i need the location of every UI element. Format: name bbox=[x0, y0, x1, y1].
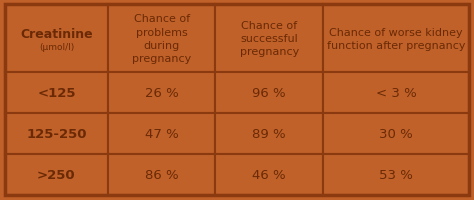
Text: 30 %: 30 % bbox=[379, 128, 413, 141]
Bar bbox=[216, 154, 323, 195]
Text: 53 %: 53 % bbox=[379, 168, 413, 181]
Text: Chance of
problems
during
pregnancy: Chance of problems during pregnancy bbox=[132, 14, 191, 64]
Text: Chance of
successful
pregnancy: Chance of successful pregnancy bbox=[240, 21, 299, 57]
Text: 86 %: 86 % bbox=[145, 168, 178, 181]
Bar bbox=[5, 5, 108, 73]
Bar bbox=[323, 154, 469, 195]
Bar bbox=[108, 114, 216, 154]
Bar bbox=[5, 114, 108, 154]
Text: < 3 %: < 3 % bbox=[376, 87, 417, 100]
Text: 125-250: 125-250 bbox=[26, 128, 87, 141]
Bar bbox=[323, 73, 469, 114]
Text: 26 %: 26 % bbox=[145, 87, 179, 100]
Text: Creatinine: Creatinine bbox=[20, 28, 93, 41]
Bar bbox=[323, 5, 469, 73]
Text: Chance of worse kidney
function after pregnancy: Chance of worse kidney function after pr… bbox=[327, 27, 465, 51]
Text: 96 %: 96 % bbox=[253, 87, 286, 100]
Bar bbox=[5, 154, 108, 195]
Bar bbox=[108, 5, 216, 73]
Bar bbox=[5, 73, 108, 114]
Text: 46 %: 46 % bbox=[253, 168, 286, 181]
Bar bbox=[216, 114, 323, 154]
Bar bbox=[216, 5, 323, 73]
Bar bbox=[108, 73, 216, 114]
Text: <125: <125 bbox=[37, 87, 76, 100]
Bar bbox=[323, 114, 469, 154]
Text: >250: >250 bbox=[37, 168, 76, 181]
Text: (μmol/l): (μmol/l) bbox=[39, 42, 74, 51]
Bar bbox=[216, 73, 323, 114]
Bar bbox=[108, 154, 216, 195]
Text: 47 %: 47 % bbox=[145, 128, 179, 141]
Text: 89 %: 89 % bbox=[253, 128, 286, 141]
